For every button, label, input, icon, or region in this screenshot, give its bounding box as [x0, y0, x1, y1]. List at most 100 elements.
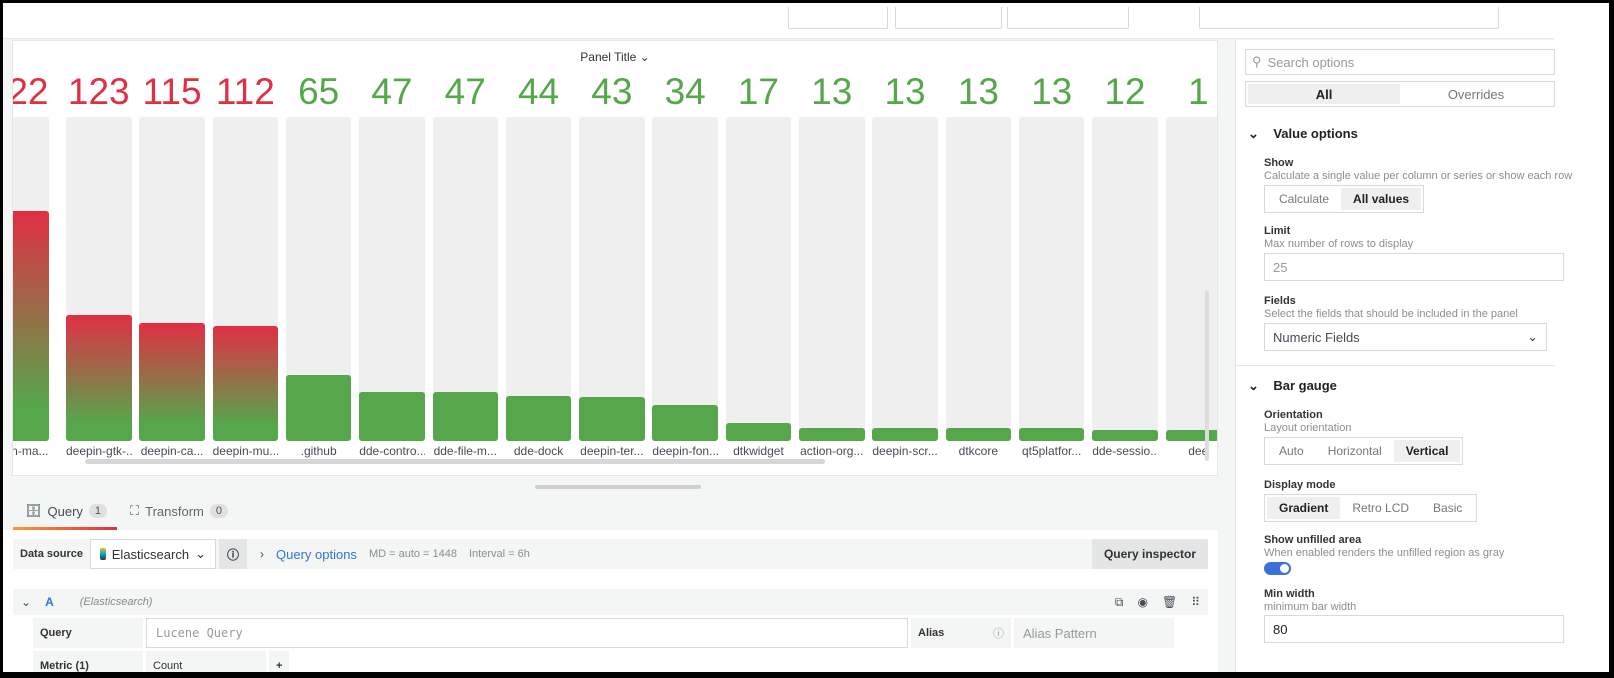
- bar-fill[interactable]: [1018, 428, 1085, 441]
- tab-overrides[interactable]: Overrides: [1447, 86, 1505, 102]
- vertical-scrollbar[interactable]: [1205, 291, 1209, 461]
- tab-transform[interactable]: ⛶ Transform 0: [130, 503, 228, 519]
- bar-unfilled-area: [66, 117, 132, 441]
- bar-unfilled-area: [652, 117, 718, 441]
- toolbar-button[interactable]: [788, 7, 888, 29]
- bar-fill[interactable]: [945, 428, 1012, 441]
- bar-column: 12 dde-sessio...: [1092, 41, 1158, 461]
- option-calculate[interactable]: Calculate: [1279, 192, 1330, 206]
- query-options[interactable]: › Query options MD = auto = 1448 Interva…: [250, 539, 1070, 569]
- bar-fill[interactable]: [799, 428, 865, 441]
- bar-fill[interactable]: [872, 428, 938, 441]
- fields-label: Fields: [1264, 295, 1296, 307]
- options-tabs: All Overrides: [1245, 81, 1555, 107]
- option-retro-lcd[interactable]: Retro LCD: [1352, 501, 1410, 515]
- trash-icon[interactable]: 🗑: [1161, 595, 1178, 609]
- toolbar-button[interactable]: [1007, 7, 1129, 29]
- min-width-input[interactable]: 80: [1264, 615, 1564, 643]
- search-icon: ⚲: [1252, 54, 1262, 69]
- bar-fill[interactable]: [505, 395, 572, 441]
- bar-label: dde-file-m...: [433, 444, 497, 458]
- bar-unfilled-area: [579, 117, 645, 441]
- bar-fill[interactable]: [359, 392, 425, 441]
- bar-value: 13: [957, 71, 999, 112]
- bar-column: 115 deepin-ca...: [139, 41, 205, 461]
- tab-query[interactable]: 🗄 Query 1: [25, 503, 108, 519]
- drag-handle-icon[interactable]: ⠿: [1191, 595, 1200, 609]
- bar-fill[interactable]: [13, 210, 49, 441]
- bar-fill[interactable]: [432, 392, 498, 441]
- bar-label: .github: [300, 444, 337, 458]
- bar-label: dde-dock: [513, 444, 564, 458]
- bar-column: 44 dde-dock: [505, 41, 572, 461]
- bar-label: deepin-ca...: [140, 444, 204, 458]
- datasource-select[interactable]: Elasticsearch ⌄: [89, 539, 216, 569]
- option-all-values[interactable]: All values: [1341, 188, 1422, 210]
- search-options-input[interactable]: ⚲ Search options: [1245, 49, 1555, 75]
- lucene-query-input[interactable]: Lucene Query: [146, 618, 908, 648]
- toolbar-button[interactable]: [1199, 7, 1499, 29]
- bar-fill[interactable]: [66, 314, 132, 441]
- bar-value: 47: [371, 71, 413, 112]
- alias-input[interactable]: Alias Pattern: [1014, 618, 1174, 648]
- bar-fill[interactable]: [285, 374, 352, 441]
- bar-column: 13 dtkcore: [945, 41, 1012, 461]
- bar-fill[interactable]: [579, 397, 645, 441]
- bar-unfilled-area: [212, 117, 279, 441]
- query-tabs: 🗄 Query 1 ⛶ Transform 0: [3, 493, 1218, 530]
- bar-value: 17: [737, 71, 780, 112]
- min-width-desc: minimum bar width: [1264, 601, 1357, 613]
- tab-all[interactable]: All: [1248, 84, 1400, 104]
- tab-label: Query: [47, 503, 83, 519]
- toolbar-button[interactable]: [895, 7, 1002, 29]
- query-ref-id[interactable]: A: [45, 595, 54, 609]
- divider: [1236, 365, 1555, 366]
- metric-label: Metric (1): [33, 651, 143, 672]
- collapse-icon[interactable]: ⌄: [21, 595, 32, 609]
- bar-gauge-header[interactable]: ⌄ Bar gauge: [1248, 378, 1337, 393]
- option-horizontal[interactable]: Horizontal: [1327, 444, 1382, 458]
- alias-label: Alias: [918, 627, 945, 639]
- bar-value: 47: [444, 71, 486, 112]
- chevron-down-icon: ⌄: [1527, 329, 1538, 344]
- metric-select[interactable]: Count: [146, 651, 266, 672]
- bar-column: 34 deepin-fon...: [652, 41, 718, 461]
- bar-value: 43: [591, 71, 633, 112]
- bar-column: 47 dde-contro...: [359, 41, 425, 461]
- help-icon[interactable]: ⓘ: [218, 539, 247, 569]
- bar-column: 13 action-org...: [799, 41, 865, 461]
- fields-select[interactable]: Numeric Fields ⌄: [1264, 323, 1547, 351]
- top-toolbar: [3, 3, 1554, 39]
- query-inspector-button[interactable]: Query inspector: [1091, 539, 1208, 569]
- bar-fill[interactable]: [212, 325, 279, 441]
- bar-label: deepin-mu...: [212, 444, 279, 458]
- duplicate-icon[interactable]: ⧉: [1114, 594, 1124, 609]
- bar-fill[interactable]: [1165, 429, 1217, 441]
- bar-column: 13 qt5platfor...: [1018, 41, 1085, 461]
- bar-column: 47 dde-file-m...: [432, 41, 498, 461]
- bar-fill[interactable]: [652, 405, 718, 441]
- bar-value: 13: [884, 71, 926, 112]
- bar-column: 43 deepin-ter...: [579, 41, 645, 461]
- add-metric-button[interactable]: +: [269, 651, 290, 672]
- bar-fill[interactable]: [1092, 429, 1158, 441]
- bar-unfilled-area: [1018, 117, 1085, 441]
- eye-icon[interactable]: ◉: [1137, 595, 1148, 609]
- bar-fill[interactable]: [725, 423, 792, 441]
- pane-splitter[interactable]: [535, 485, 701, 489]
- query-options-link[interactable]: Query options: [276, 546, 357, 562]
- orientation-radio-group: Auto Horizontal Vertical: [1264, 437, 1464, 465]
- value-options-header[interactable]: ⌄ Value options: [1248, 126, 1358, 141]
- bar-fill[interactable]: [139, 322, 205, 441]
- panel-title[interactable]: Panel Title ⌄: [580, 50, 650, 64]
- option-vertical[interactable]: Vertical: [1393, 440, 1461, 462]
- unfilled-toggle[interactable]: [1264, 562, 1291, 575]
- option-gradient[interactable]: Gradient: [1267, 497, 1341, 519]
- horizontal-scrollbar[interactable]: [85, 459, 825, 464]
- bar-unfilled-area: [13, 117, 49, 441]
- bar-label: action-org...: [800, 444, 864, 458]
- limit-input[interactable]: 25: [1264, 253, 1564, 281]
- option-basic[interactable]: Basic: [1433, 501, 1463, 515]
- option-auto[interactable]: Auto: [1279, 444, 1304, 458]
- count-badge: 1: [88, 504, 108, 518]
